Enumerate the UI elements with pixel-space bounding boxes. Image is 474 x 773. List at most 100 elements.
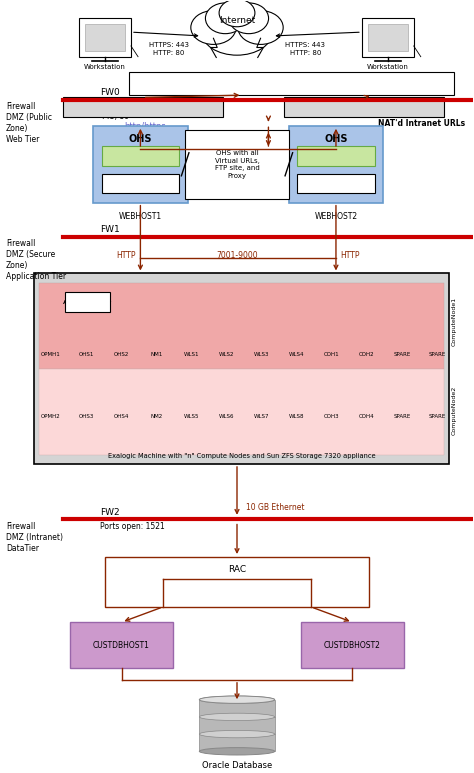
Text: Workstation: Workstation (367, 64, 409, 70)
Text: FW2: FW2 (100, 508, 120, 517)
Text: WLS5: WLS5 (183, 414, 199, 419)
Text: FW0: FW0 (100, 88, 120, 97)
Ellipse shape (199, 747, 275, 755)
Text: Ports open:
443, 80: Ports open: 443, 80 (100, 102, 144, 121)
FancyBboxPatch shape (65, 292, 110, 312)
Text: COH4: COH4 (359, 414, 375, 419)
FancyBboxPatch shape (105, 557, 369, 607)
Text: NM2: NM2 (150, 414, 163, 419)
Text: FW1: FW1 (100, 225, 120, 234)
Ellipse shape (199, 696, 275, 703)
FancyBboxPatch shape (301, 622, 404, 669)
Ellipse shape (191, 11, 236, 44)
Text: OHS with all
Virtual URLs,
FTP site, and
Proxy: OHS with all Virtual URLs, FTP site, and… (215, 150, 259, 179)
Text: WEBHOST2: WEBHOST2 (314, 212, 357, 221)
Text: HTTPS: 443
HTTP: 80: HTTPS: 443 HTTP: 80 (285, 43, 325, 56)
FancyBboxPatch shape (39, 283, 444, 369)
Text: Mod_WL_OHS: Mod_WL_OHS (117, 180, 164, 187)
Ellipse shape (238, 11, 283, 44)
Text: Mod_WL_OHS: Mod_WL_OHS (312, 180, 360, 187)
Ellipse shape (199, 713, 275, 720)
Text: COH1: COH1 (324, 352, 340, 357)
Text: WLS7: WLS7 (254, 414, 269, 419)
Text: Ports open: 1521: Ports open: 1521 (100, 522, 165, 530)
Ellipse shape (219, 0, 255, 27)
Text: OHS: OHS (324, 134, 348, 144)
FancyBboxPatch shape (297, 146, 374, 166)
Text: ComputeNode2: ComputeNode2 (451, 386, 456, 435)
Ellipse shape (199, 696, 275, 703)
Ellipse shape (199, 730, 275, 737)
Text: OHS2: OHS2 (113, 352, 129, 357)
Text: Admin Server: Admin Server (64, 300, 111, 305)
FancyBboxPatch shape (39, 369, 444, 455)
Text: HTTP: 7777
HTTPS: 4443: HTTP: 7777 HTTPS: 4443 (123, 138, 167, 151)
Ellipse shape (201, 9, 273, 55)
FancyBboxPatch shape (79, 19, 131, 56)
Text: VIP: exalogic.mycompany.com    xxx.yyy.zzz.220: VIP: exalogic.mycompany.com xxx.yyy.zzz.… (199, 79, 383, 88)
Text: SPARE: SPARE (393, 352, 411, 357)
Text: Firewall
DMZ (Secure
Zone)
Application Tier: Firewall DMZ (Secure Zone) Application T… (6, 239, 66, 281)
Text: OHS1: OHS1 (78, 352, 94, 357)
Text: WLS8: WLS8 (289, 414, 304, 419)
Text: RAC: RAC (228, 564, 246, 574)
FancyBboxPatch shape (93, 126, 188, 203)
FancyBboxPatch shape (85, 25, 125, 51)
Ellipse shape (229, 3, 269, 34)
Text: admin.mycompany.com: admin.mycompany.com (318, 104, 411, 110)
Text: Firewall
DMZ (Intranet)
DataTier: Firewall DMZ (Intranet) DataTier (6, 522, 63, 553)
Text: OPMH1: OPMH1 (41, 352, 61, 357)
Text: SPARE: SPARE (428, 414, 446, 419)
Text: HTTPS: 443
HTTP: 80: HTTPS: 443 HTTP: 80 (149, 43, 189, 56)
Text: CUSTDBHOST1: CUSTDBHOST1 (93, 641, 150, 650)
FancyBboxPatch shape (367, 25, 408, 51)
Text: WLS2: WLS2 (219, 352, 234, 357)
Text: WEBHOST1: WEBHOST1 (119, 212, 162, 221)
Text: NM1: NM1 (150, 352, 163, 357)
FancyBboxPatch shape (297, 173, 374, 193)
Text: 10 GB Ethernet: 10 GB Ethernet (246, 502, 305, 512)
Text: NAT'd Intranet URLs: NAT'd Intranet URLs (378, 119, 465, 128)
Text: Workstation: Workstation (84, 64, 126, 70)
Text: WebGate: WebGate (123, 152, 158, 160)
Text: WLS4: WLS4 (289, 352, 304, 357)
Text: Firewall
DMZ (Public
Zone)
Web Tier: Firewall DMZ (Public Zone) Web Tier (6, 102, 52, 145)
FancyBboxPatch shape (289, 126, 383, 203)
Text: SPARE: SPARE (393, 414, 411, 419)
Text: WebGate: WebGate (319, 152, 354, 160)
Text: COH2: COH2 (359, 352, 375, 357)
Text: Internet: Internet (219, 16, 255, 25)
Text: Exalogic Machine with "n" Compute Nodes and Sun ZFS Storage 7320 appliance: Exalogic Machine with "n" Compute Nodes … (108, 453, 375, 459)
Text: WLS3: WLS3 (254, 352, 269, 357)
Text: OHS4: OHS4 (113, 414, 129, 419)
FancyBboxPatch shape (70, 622, 173, 669)
FancyBboxPatch shape (63, 97, 223, 117)
Text: HTTP: HTTP (340, 251, 360, 261)
FancyBboxPatch shape (185, 130, 289, 199)
Text: ComputeNode1: ComputeNode1 (451, 297, 456, 346)
Text: OPMH2: OPMH2 (41, 414, 61, 419)
Text: http/https: http/https (124, 122, 165, 131)
Text: HTTP: 7777
HTTPS: 4443: HTTP: 7777 HTTPS: 4443 (292, 138, 337, 151)
FancyBboxPatch shape (35, 274, 449, 464)
Text: Oracle Database: Oracle Database (202, 761, 272, 770)
Ellipse shape (205, 3, 245, 34)
Text: SPARE: SPARE (428, 352, 446, 357)
FancyBboxPatch shape (102, 146, 179, 166)
Text: CUSTDBHOST2: CUSTDBHOST2 (324, 641, 381, 650)
FancyBboxPatch shape (284, 97, 444, 117)
FancyBboxPatch shape (102, 173, 179, 193)
Text: COH3: COH3 (324, 414, 340, 419)
Text: WLS1: WLS1 (183, 352, 199, 357)
Text: exalogicinternal.mycompany.com: exalogicinternal.mycompany.com (76, 104, 209, 110)
FancyBboxPatch shape (128, 72, 454, 95)
FancyBboxPatch shape (199, 717, 275, 734)
FancyBboxPatch shape (199, 700, 275, 717)
FancyBboxPatch shape (199, 734, 275, 751)
Text: WLS6: WLS6 (219, 414, 234, 419)
FancyBboxPatch shape (362, 19, 414, 56)
Text: 7001-9000: 7001-9000 (216, 251, 258, 261)
Text: HTTP: HTTP (117, 251, 136, 261)
Text: OHS3: OHS3 (78, 414, 94, 419)
Text: OHS: OHS (128, 134, 152, 144)
